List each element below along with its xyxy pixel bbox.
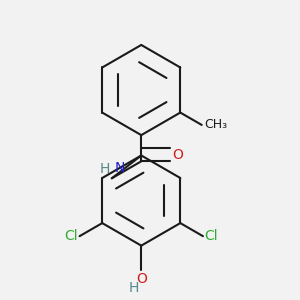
Text: H: H	[129, 280, 139, 295]
Text: N: N	[115, 161, 125, 175]
Text: Cl: Cl	[64, 229, 78, 243]
Text: H: H	[100, 162, 110, 176]
Text: O: O	[136, 272, 147, 286]
Text: Cl: Cl	[205, 229, 218, 243]
Text: CH₃: CH₃	[204, 118, 227, 131]
Text: O: O	[173, 148, 184, 162]
